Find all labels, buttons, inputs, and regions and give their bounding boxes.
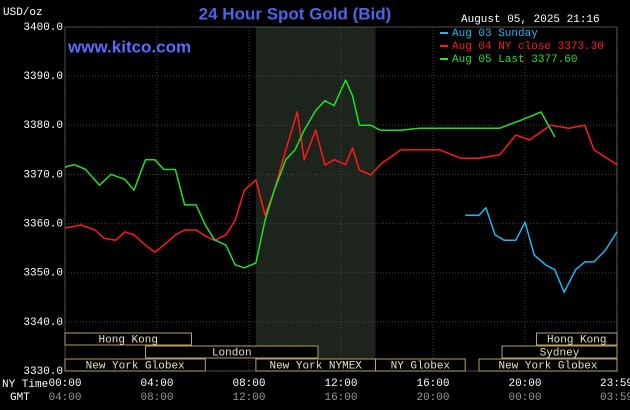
x2-tick-label: 04:00 — [48, 392, 81, 404]
x2-tick-label: 00:00 — [508, 392, 541, 404]
y-tick-label: 3400.0 — [23, 22, 63, 34]
y-tick-label: 3350.0 — [23, 268, 63, 280]
x2-tick-label: 08:00 — [140, 392, 173, 404]
x2-axis-label: GMT — [10, 392, 30, 404]
legend-label: Aug 05 Last 3377.60 — [452, 54, 577, 66]
session-label: Sydney — [540, 347, 580, 359]
x2-tick-label: 20:00 — [416, 392, 449, 404]
series-line — [64, 79, 556, 269]
x-tick-label: 16:00 — [416, 378, 449, 390]
session-bar — [478, 358, 618, 372]
session-bar — [536, 332, 618, 346]
session-bar — [501, 345, 618, 359]
session-label: Hong Kong — [547, 334, 606, 346]
unit-label: USD/oz — [3, 7, 43, 19]
y-tick-label: 3360.0 — [23, 218, 63, 230]
session-label: New York Globex — [498, 360, 597, 372]
legend-label: Aug 04 NY close 3373.30 — [452, 41, 604, 53]
y-tick-label: 3370.0 — [23, 169, 63, 181]
timestamp: August 05, 2025 21:16 — [461, 14, 600, 26]
x-tick-label: 23:59 — [600, 378, 630, 390]
x-tick-label: 04:00 — [140, 378, 173, 390]
y-tick-label: 3380.0 — [23, 120, 63, 132]
series-line — [465, 207, 618, 294]
session-bar — [64, 332, 192, 346]
x2-tick-label: 03:59 — [600, 392, 630, 404]
session-label: New York NYMEX — [269, 360, 362, 372]
x-axis-label: NY Time — [2, 379, 48, 391]
session-bar — [64, 358, 206, 372]
session-label: Hong Kong — [99, 334, 158, 346]
session-label: London — [212, 347, 252, 359]
x-tick-label: 08:00 — [232, 378, 265, 390]
x-tick-label: 00:00 — [48, 378, 81, 390]
x2-tick-label: 16:00 — [324, 392, 357, 404]
session-label: NY Globex — [391, 360, 451, 372]
y-tick-label: 3330.0 — [23, 366, 63, 378]
session-bar — [145, 345, 319, 359]
y-tick-label: 3390.0 — [23, 71, 63, 83]
site-label: www.kitco.com — [67, 37, 191, 56]
x-tick-label: 20:00 — [508, 378, 541, 390]
y-tick-label: 3340.0 — [23, 317, 63, 329]
session-shade — [255, 27, 376, 371]
chart-title: 24 Hour Spot Gold (Bid) — [199, 4, 392, 23]
x-tick-label: 12:00 — [324, 378, 357, 390]
session-label: New York Globex — [86, 360, 185, 372]
session-bar — [375, 358, 466, 372]
legend-label: Aug 03 Sunday — [452, 28, 538, 40]
x2-tick-label: 12:00 — [232, 392, 265, 404]
